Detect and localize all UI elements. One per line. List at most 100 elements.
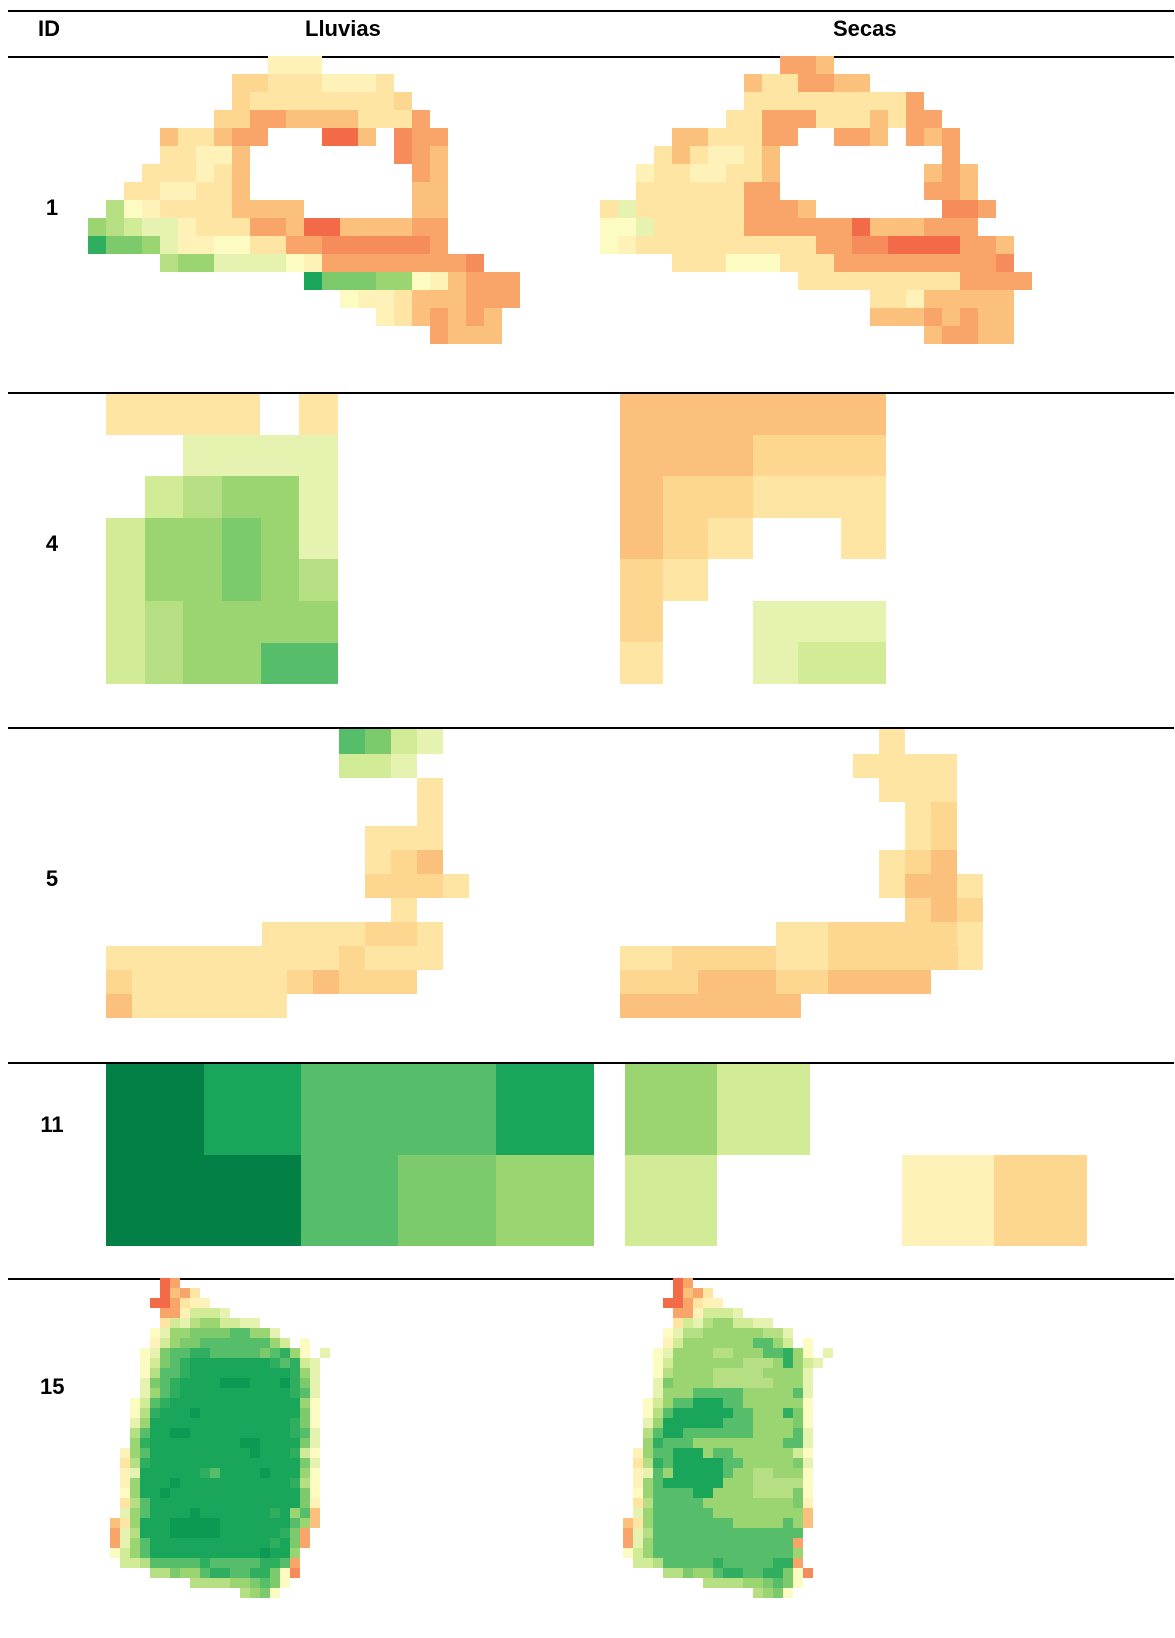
raster-cell xyxy=(200,1348,210,1358)
raster-cell xyxy=(250,1338,260,1348)
raster-cell xyxy=(200,1358,210,1368)
raster-cell xyxy=(130,1538,140,1548)
raster-cell xyxy=(683,1448,693,1458)
raster-cell xyxy=(783,1468,793,1478)
raster-cell xyxy=(196,200,214,218)
raster-cell xyxy=(753,1498,763,1508)
raster-cell xyxy=(793,1548,803,1558)
raster-cell xyxy=(703,1558,713,1568)
raster-cell xyxy=(200,1488,210,1498)
raster-cell xyxy=(703,1408,713,1418)
raster-cell xyxy=(960,182,978,200)
raster-cell xyxy=(270,1478,280,1488)
raster-cell xyxy=(643,1448,653,1458)
raster-cell xyxy=(753,1378,763,1388)
raster-cell xyxy=(214,146,232,164)
raster-cell xyxy=(270,1448,280,1458)
raster-cell xyxy=(230,1578,240,1588)
raster-cell xyxy=(286,74,304,92)
raster-cell xyxy=(654,164,672,182)
raster-cell xyxy=(200,1308,210,1318)
raster-cell xyxy=(250,1558,260,1568)
raster-cell xyxy=(250,1438,260,1448)
raster-cell xyxy=(633,1548,643,1558)
raster-cell xyxy=(942,236,960,254)
raster-cell xyxy=(250,74,268,92)
raster-cell xyxy=(673,1418,683,1428)
raster-cell xyxy=(726,110,744,128)
raster-cell xyxy=(280,1538,290,1548)
raster-cell xyxy=(142,164,160,182)
raster-cell xyxy=(773,1438,783,1448)
raster-cell xyxy=(260,1418,270,1428)
raster-cell xyxy=(160,1478,170,1488)
raster-cell xyxy=(762,146,780,164)
raster-cell xyxy=(270,1458,280,1468)
raster-cell xyxy=(240,1428,250,1438)
raster-map-secas xyxy=(620,729,984,1019)
raster-cell xyxy=(230,1568,240,1578)
raster-cell xyxy=(200,1338,210,1348)
raster-cell xyxy=(260,1548,270,1558)
raster-cell xyxy=(793,1518,803,1528)
raster-cell xyxy=(744,218,762,236)
raster-cell xyxy=(232,218,250,236)
raster-cell xyxy=(286,110,304,128)
raster-cell xyxy=(280,1558,290,1568)
raster-cell xyxy=(210,1478,220,1488)
raster-cell xyxy=(130,1468,140,1478)
raster-cell xyxy=(879,850,905,874)
raster-cell xyxy=(110,1538,120,1548)
raster-cell xyxy=(300,1458,310,1468)
raster-cell xyxy=(636,236,654,254)
raster-cell xyxy=(322,92,340,110)
raster-cell xyxy=(132,994,287,1018)
raster-cell xyxy=(120,1478,130,1488)
raster-cell xyxy=(726,236,744,254)
raster-cell xyxy=(220,1318,230,1328)
raster-cell xyxy=(120,1508,130,1518)
raster-cell xyxy=(170,1358,180,1368)
raster-cell xyxy=(300,1498,310,1508)
raster-cell xyxy=(430,254,448,272)
raster-cell xyxy=(230,1358,240,1368)
raster-cell xyxy=(240,1408,250,1418)
raster-cell xyxy=(793,1418,803,1428)
raster-cell xyxy=(683,1488,693,1498)
raster-cell xyxy=(663,559,708,601)
raster-cell xyxy=(270,1488,280,1498)
raster-cell xyxy=(290,1528,300,1538)
raster-cell xyxy=(290,1518,300,1528)
raster-cell xyxy=(106,994,132,1018)
raster-cell xyxy=(683,1538,693,1548)
raster-cell xyxy=(280,1358,290,1368)
raster-cell xyxy=(653,1488,663,1498)
raster-cell xyxy=(412,272,430,290)
raster-cell xyxy=(290,1378,300,1388)
raster-cell xyxy=(120,1538,130,1548)
raster-cell xyxy=(708,254,726,272)
raster-cell xyxy=(280,1338,290,1348)
raster-cell xyxy=(300,1538,310,1548)
raster-cell xyxy=(763,1538,773,1548)
raster-cell xyxy=(391,826,417,850)
raster-cell xyxy=(160,1378,170,1388)
raster-cell xyxy=(260,1478,270,1488)
raster-cell xyxy=(130,1518,140,1528)
raster-cell xyxy=(180,1388,190,1398)
raster-cell xyxy=(322,236,340,254)
raster-cell xyxy=(798,272,816,290)
raster-cell xyxy=(365,802,391,826)
raster-cell xyxy=(443,922,469,946)
raster-cell xyxy=(753,1428,763,1438)
raster-cell xyxy=(663,1378,673,1388)
raster-cell xyxy=(673,1328,683,1338)
raster-cell xyxy=(170,1308,180,1318)
raster-cell xyxy=(430,308,448,326)
raster-cell xyxy=(906,218,924,236)
raster-cell xyxy=(260,1568,270,1578)
raster-cell xyxy=(753,1448,763,1458)
raster-cell xyxy=(773,1458,783,1468)
raster-cell xyxy=(703,1468,713,1478)
raster-cell xyxy=(743,1468,753,1478)
